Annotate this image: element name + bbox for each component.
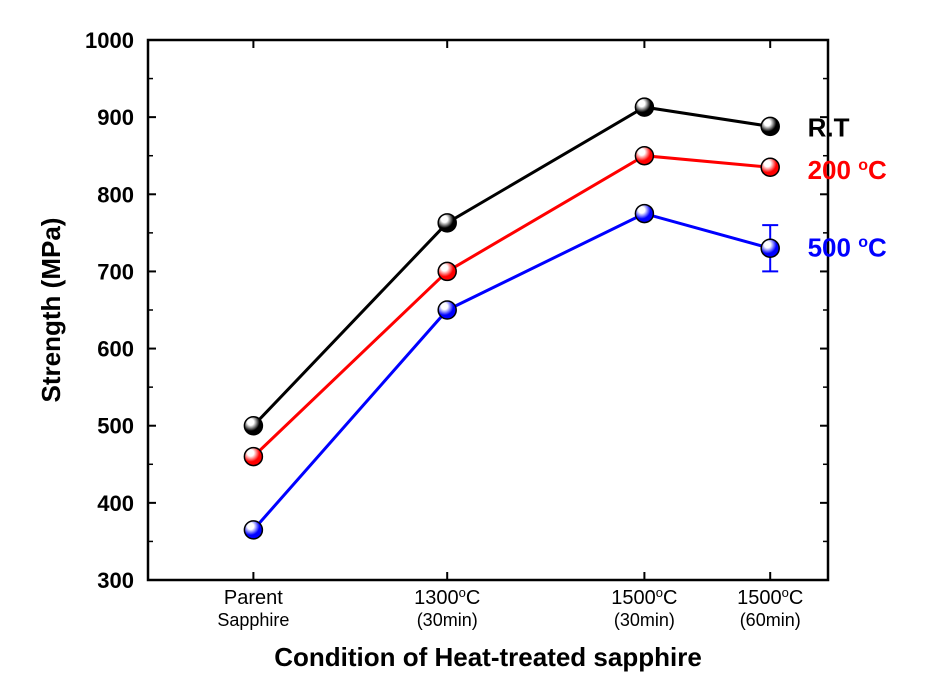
marker-500C bbox=[244, 521, 262, 539]
marker-500C bbox=[635, 205, 653, 223]
y-tick-label: 900 bbox=[97, 105, 134, 130]
y-tick-label: 1000 bbox=[85, 28, 134, 53]
y-tick-label: 300 bbox=[97, 568, 134, 593]
y-tick-label: 500 bbox=[97, 414, 134, 439]
x-axis-title: Condition of Heat-treated sapphire bbox=[274, 642, 702, 672]
marker-200C bbox=[635, 147, 653, 165]
marker-500C bbox=[438, 301, 456, 319]
x-category-label: Parent bbox=[224, 587, 283, 609]
x-category-sub: Sapphire bbox=[217, 610, 289, 630]
x-category-sub: (30min) bbox=[614, 610, 675, 630]
marker-500C bbox=[761, 239, 779, 257]
chart-svg: 300 400 500 600 700 800 900 1000 ParentSapphire 1… bbox=[0, 0, 926, 692]
marker-200C bbox=[761, 158, 779, 176]
marker-R.T bbox=[438, 214, 456, 232]
x-category-sub: (60min) bbox=[740, 610, 801, 630]
y-tick-label: 600 bbox=[97, 337, 134, 362]
y-tick-label: 400 bbox=[97, 491, 134, 516]
series-label-R.T: R.T bbox=[808, 113, 850, 143]
x-category-label: 1500oC bbox=[611, 585, 677, 609]
series-label-200C: 200 oC bbox=[808, 155, 887, 185]
marker-200C bbox=[438, 262, 456, 280]
y-tick-label: 700 bbox=[97, 259, 134, 284]
y-tick-label: 800 bbox=[97, 182, 134, 207]
x-category-sub: (30min) bbox=[417, 610, 478, 630]
marker-R.T bbox=[635, 98, 653, 116]
x-category-label: 1500oC bbox=[737, 585, 803, 609]
series-label-500C: 500 oC bbox=[808, 232, 887, 262]
y-axis-title: Strength (MPa) bbox=[36, 218, 66, 403]
chart-container: 300 400 500 600 700 800 900 1000 ParentSapphire 1… bbox=[0, 0, 926, 692]
marker-200C bbox=[244, 448, 262, 466]
marker-R.T bbox=[244, 417, 262, 435]
x-category-label: 1300oC bbox=[414, 585, 480, 609]
marker-R.T bbox=[761, 117, 779, 135]
